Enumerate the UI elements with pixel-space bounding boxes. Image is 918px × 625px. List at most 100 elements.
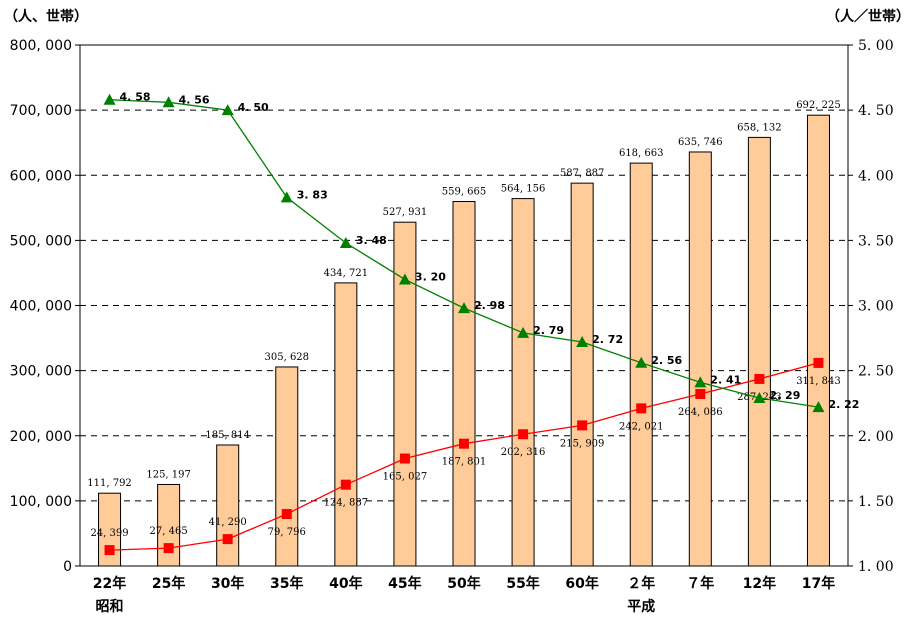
persons-per-household-marker [103,93,116,105]
bar-value-label: 587, 887 [560,168,605,179]
bar-value-label: 559, 665 [442,187,487,198]
x-tick-label: 60年 [565,575,598,592]
households-marker [459,438,469,449]
households-value-label: 41, 290 [209,517,247,528]
bar [334,282,358,567]
x-tick-label: 55年 [506,575,539,592]
right-tick-label: 5. 00 [858,38,894,54]
persons-per-household-value-label: 2. 79 [533,324,564,337]
x-tick-label: 30年 [211,575,244,592]
households-value-label: 24, 399 [90,528,128,539]
households-marker [518,429,529,440]
bar [688,151,712,567]
x-tick-label: 35年 [270,575,303,592]
right-tick-label: 1. 50 [858,494,894,510]
persons-per-household-marker [812,401,825,413]
right-tick-label: 3. 50 [858,233,894,249]
era-label: 平成 [627,598,655,615]
right-tick-label: 4. 50 [858,103,894,119]
households-marker [695,389,706,400]
households-marker [577,420,588,431]
right-tick-label: 4. 00 [858,168,894,184]
persons-per-household-value-label: 2. 22 [828,398,859,411]
persons-per-household-value-label: 2. 56 [651,354,682,367]
x-tick-label: 45年 [388,575,421,592]
bar-value-label: 305, 628 [265,352,310,363]
persons-per-household-marker [576,335,589,347]
persons-per-household-value-label: 3. 48 [356,234,387,247]
left-tick-label: 500, 000 [10,233,72,249]
persons-per-household-value-label: 3. 20 [415,270,446,283]
households-value-label: 165, 027 [383,472,428,483]
households-value-label: 27, 465 [150,526,188,537]
households-value-label: 202, 316 [501,447,546,458]
x-tick-label: ２年 [627,575,655,592]
persons-per-household-value-label: 2. 98 [474,299,505,312]
persons-per-household-value-label: 4. 56 [179,93,210,106]
right-tick-label: 2. 00 [858,429,894,445]
households-marker [813,357,824,368]
bar-value-label: 111, 792 [87,478,132,489]
persons-per-household-marker [753,391,766,403]
left-tick-label: 0 [63,559,72,575]
households-value-label: 311, 843 [796,376,841,387]
x-tick-label: 40年 [329,575,362,592]
bar-value-label: 185, 814 [205,430,250,441]
bar-value-label: 635, 746 [678,137,723,148]
households-value-label: 215, 909 [560,438,605,449]
bar [806,114,830,567]
bar-value-label: 564, 156 [501,184,546,195]
left-tick-label: 800, 000 [10,38,72,54]
bar [98,492,122,567]
bar-value-label: 692, 225 [796,100,841,111]
x-tick-label: 17年 [802,575,835,592]
bar-value-label: 125, 197 [146,469,191,480]
bar [747,136,771,567]
bar [157,483,181,567]
persons-per-household-marker [517,326,530,338]
right-tick-label: 2. 50 [858,364,894,380]
households-value-label: 187, 801 [442,457,487,468]
left-tick-label: 200, 000 [10,429,72,445]
persons-per-household-marker [280,191,293,203]
right-axis-unit: （人／世帯） [826,9,910,25]
persons-per-household-value-label: 2. 41 [710,373,741,386]
households-value-label: 124, 887 [324,498,369,509]
persons-per-household-marker [398,273,411,285]
bar [511,198,535,567]
households-marker [399,453,410,464]
right-tick-label: 1. 00 [858,559,894,575]
persons-per-household-value-label: 4. 58 [120,91,151,104]
left-axis-unit: （人、世帯） [4,9,88,25]
households-marker [222,534,233,545]
bar [570,182,594,567]
persons-per-household-value-label: 2. 72 [592,333,623,346]
persons-per-household-marker [458,302,470,314]
persons-per-household-marker [162,96,175,108]
left-tick-label: 100, 000 [10,494,72,510]
x-tick-label: 50年 [447,575,480,592]
households-value-label: 79, 796 [268,527,306,538]
x-tick-label: 25年 [152,575,185,592]
households-value-label: 264, 086 [678,407,723,418]
bar-value-label: 527, 931 [383,207,428,218]
left-tick-label: 300, 000 [10,364,72,380]
bar [452,201,476,567]
x-tick-label: ７年 [686,575,714,592]
persons-per-household-marker [694,376,707,388]
left-tick-label: 700, 000 [10,103,72,119]
households-marker [636,403,647,414]
persons-per-household-marker [635,356,648,368]
persons-per-household-value-label: 3. 83 [297,188,328,201]
bar [216,444,240,567]
left-tick-label: 400, 000 [10,299,72,315]
households-marker [163,543,174,554]
households-value-label: 242, 021 [619,421,664,432]
households-marker [281,509,292,520]
households-marker [340,479,351,490]
right-tick-label: 3. 00 [858,299,894,315]
persons-per-household-marker [339,236,352,248]
persons-per-household-marker [221,104,234,116]
households-marker [104,545,115,556]
